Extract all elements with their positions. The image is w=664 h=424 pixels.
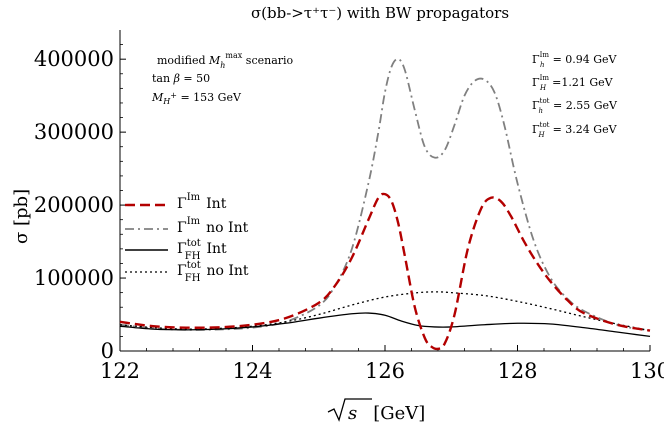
x-axis: 122 124 126 128 130 xyxy=(100,345,664,383)
annotation-gamma-H-im: ΓIm H =1.21 GeV xyxy=(532,74,614,92)
series-gamma-fh-noint xyxy=(119,291,651,332)
annotation-scenario: modified Mhmax scenario xyxy=(157,51,294,70)
x-axis-title: s [GeV] xyxy=(327,398,425,424)
sqrt-sign xyxy=(327,398,372,422)
series-gamma-im-noint xyxy=(119,58,651,332)
x-tick-label: 130 xyxy=(630,359,664,383)
width-annotation: ΓIm h = 0.94 GeV ΓIm H =1.21 GeV Γtot h = 2.55… xyxy=(532,51,618,139)
series-group xyxy=(119,58,651,351)
legend-label-gamma-fh-int: Γtot FH Int xyxy=(177,238,227,262)
y-tick-label: 100000 xyxy=(34,266,114,290)
legend-label-gamma-fh-noint: Γtot FH no Int xyxy=(177,260,249,284)
legend-label-gamma-im-noint: ΓIm no Int xyxy=(177,216,249,236)
x-tick-label: 128 xyxy=(497,359,537,383)
x-tick-label: 124 xyxy=(232,359,272,383)
y-tick-label: 400000 xyxy=(34,47,114,71)
series-gamma-fh-int xyxy=(119,312,651,338)
annotation-gamma-H-tot: Γtot H = 3.24 GeV xyxy=(532,121,618,139)
chart-title: σ(bb->τ⁺τ⁻) with BW propagators xyxy=(251,4,509,22)
annotation-scenario-text: modified xyxy=(157,54,209,67)
y-tick-label: 300000 xyxy=(34,120,114,144)
x-tick-label: 122 xyxy=(100,359,140,383)
legend: ΓIm Int ΓIm no Int Γtot FH Int Γtot FH no Int xyxy=(125,192,249,284)
y-tick-label: 200000 xyxy=(34,193,114,217)
x-axis-label-unit: [GeV] xyxy=(373,403,425,424)
x-axis-label: s [GeV] xyxy=(348,403,425,424)
x-tick-label: 126 xyxy=(365,359,405,383)
y-axis: 0 100000 200000 300000 400000 xyxy=(34,44,126,363)
series-gamma-im-int xyxy=(119,192,651,351)
legend-label-gamma-im-int: ΓIm Int xyxy=(177,192,227,212)
annotation-gamma-h-im: ΓIm h = 0.94 GeV xyxy=(532,51,618,69)
annotation-mass: MH+ = 153 GeV xyxy=(151,91,242,106)
y-tick-label: 0 xyxy=(101,339,114,363)
y-axis-label: σ [pb] xyxy=(11,189,32,244)
x-axis-label-variable: s xyxy=(348,403,357,424)
scenario-annotation: modified Mhmax scenario tan β = 50 MH+ =… xyxy=(151,51,294,106)
annotation-tanbeta: tan β = 50 xyxy=(152,72,210,85)
annotation-gamma-h-tot: Γtot h = 2.55 GeV xyxy=(532,97,618,115)
